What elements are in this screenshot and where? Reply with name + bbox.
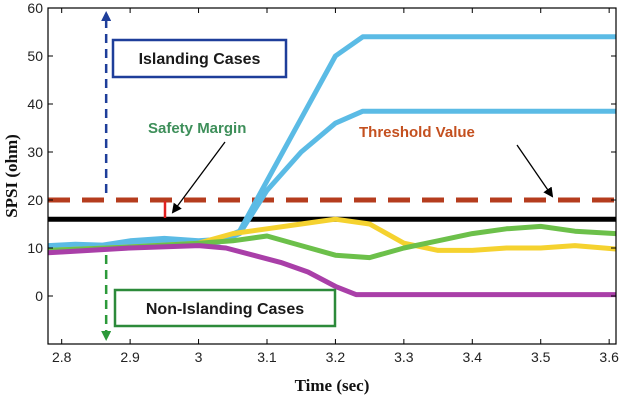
y-tick-label: 60 [27, 0, 43, 16]
series-line-4 [48, 223, 616, 261]
islanding-label: Islanding Cases [139, 51, 261, 68]
axes-frame [47, 7, 617, 345]
safety-margin-pointer [171, 141, 226, 214]
x-tick-label: 3.3 [394, 349, 414, 365]
x-axis-ticks: 2.8 2.9 3 3.1 3.2 3.3 3.4 3.5 3.6 [52, 8, 619, 365]
x-tick-label: 3.6 [599, 349, 619, 365]
y-tick-label: 50 [27, 48, 43, 64]
series-lines [48, 34, 616, 298]
x-axis-label: Time (sec) [295, 376, 370, 395]
x-tick-label: 3.5 [531, 349, 551, 365]
y-tick-label: 20 [27, 192, 43, 208]
y-tick-label: 40 [27, 96, 43, 112]
x-tick-label: 3.2 [326, 349, 346, 365]
y-axis-ticks: 0 10 20 30 40 50 60 [27, 0, 616, 304]
x-tick-label: 2.8 [52, 349, 72, 365]
x-tick-label: 3.1 [257, 349, 277, 365]
threshold-pointer [516, 144, 554, 198]
series-line-5 [48, 243, 616, 298]
x-tick-label: 3.4 [463, 349, 483, 365]
non-islanding-label: Non-Islanding Cases [146, 301, 304, 318]
safety-margin-label: Safety Margin [148, 120, 246, 137]
non-islanding-box [113, 288, 337, 328]
y-axis-label: SPSI (ohm) [2, 134, 21, 218]
x-tick-label: 2.9 [120, 349, 140, 365]
y-tick-label: 10 [27, 240, 43, 256]
islanding-box [111, 38, 288, 79]
y-tick-label: 30 [27, 144, 43, 160]
x-tick-label: 3 [195, 349, 203, 365]
threshold-label: Threshold Value [359, 124, 475, 141]
y-tick-label: 0 [35, 288, 43, 304]
